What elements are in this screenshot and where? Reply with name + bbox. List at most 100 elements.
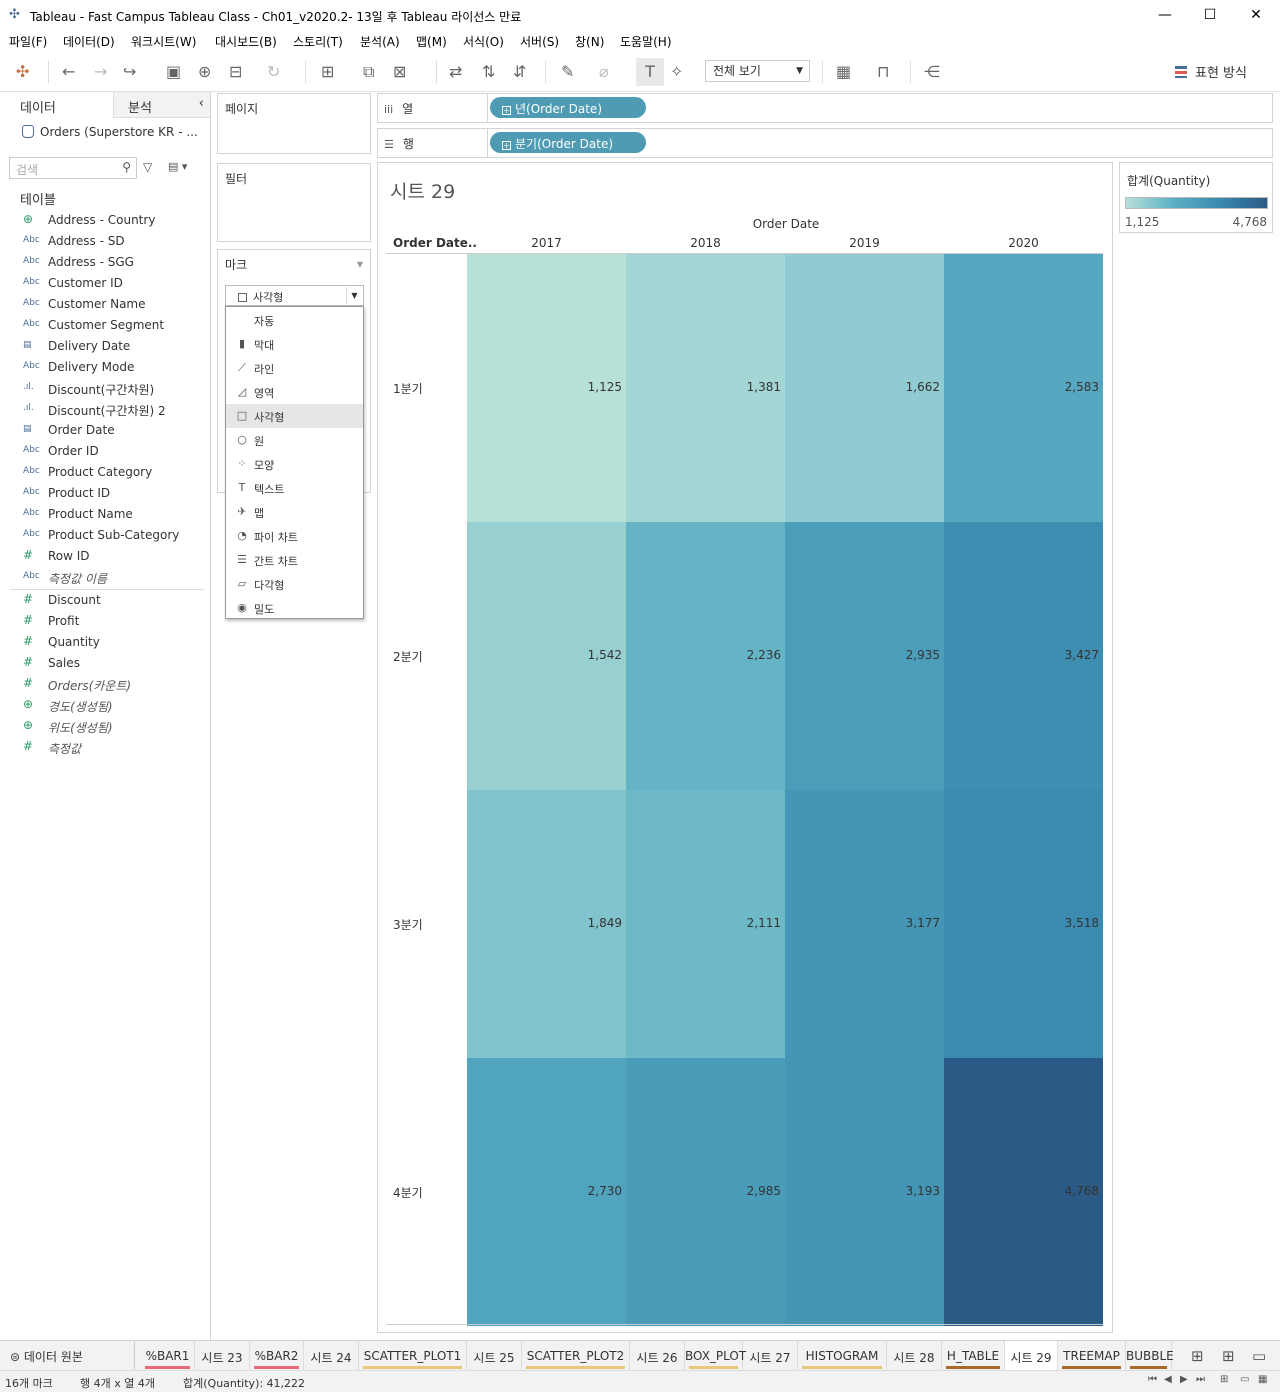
field-item[interactable]: ▤ Order Date [0,420,210,441]
sheet-tab[interactable]: 시트 23 [195,1341,250,1371]
close-button[interactable]: ✕ [1250,7,1262,23]
mark-menu-item[interactable]: ◔ 파이 차트 [226,524,363,548]
menu-file[interactable]: 파일(F) [9,35,48,49]
next-sheet-icon[interactable]: ▶ [1180,1374,1188,1385]
menu-analysis[interactable]: 분석(A) [360,35,400,49]
menu-window[interactable]: 창(N) [575,35,605,49]
highlight-icon[interactable]: ✎ [561,62,575,81]
columns-pill[interactable]: + 년(Order Date) [490,97,646,118]
field-item[interactable]: # Sales [0,653,210,674]
sheet-tab[interactable]: %BAR2 [250,1341,304,1371]
sheet-tab[interactable]: 시트 27 [743,1341,798,1371]
heatmap-cell[interactable]: 2,935 [785,522,944,790]
column-header-year[interactable]: 2018 [690,236,721,250]
heatmap-cell[interactable]: 2,730 [467,1058,626,1326]
heatmap-cell[interactable]: 1,381 [626,254,785,522]
row-header-quarter[interactable]: 3분기 [393,918,423,932]
heatmap-cell[interactable]: 2,236 [626,522,785,790]
new-story-tab-icon[interactable]: ▭ [1252,1347,1267,1365]
sheet-tab[interactable]: TREEMAP [1058,1341,1126,1371]
redo-icon[interactable]: → [94,62,108,81]
filters-card[interactable]: 필터 [217,163,371,242]
menu-help[interactable]: 도움말(H) [620,35,672,49]
menu-server[interactable]: 서버(S) [520,35,560,49]
sheet-tab[interactable]: HISTOGRAM [798,1341,887,1371]
new-dashboard-tab-icon[interactable]: ⊞ [1222,1347,1235,1365]
rows-shelf[interactable]: ☰ 행 + 분기(Order Date) [377,128,1273,158]
group-members-icon[interactable]: ⌀ [599,62,609,81]
filter-icon[interactable]: ▽ [143,160,153,174]
row-field-header[interactable]: Order Date.. [393,236,477,250]
field-item[interactable]: Abc Product ID [0,483,210,504]
mark-menu-item[interactable]: ⟋ 라인 [226,356,363,380]
duplicate-sheet-icon[interactable]: ⧉ [363,62,375,81]
datasource-tab[interactable]: ⊜ 데이터 원본 [0,1341,135,1371]
view-size-select[interactable]: 전체 보기 ▼ [705,60,810,82]
show-mark-labels-icon[interactable]: T [636,58,664,86]
field-item[interactable]: # Quantity [0,632,210,653]
heatmap-cell[interactable]: 3,177 [785,790,944,1058]
heatmap-cell[interactable]: 3,518 [944,790,1103,1058]
heatmap-cell[interactable]: 1,125 [467,254,626,522]
sheet-tab[interactable]: BOX_PLOT [685,1341,746,1371]
field-item[interactable]: Abc Address - SGG [0,252,210,273]
mark-menu-item[interactable]: ⁘ 모양 [226,452,363,476]
menu-data[interactable]: 데이터(D) [63,35,115,49]
sheet-tab[interactable]: BUBBLE [1126,1341,1174,1371]
show-cards-icon[interactable]: ▦ [836,62,852,81]
field-item[interactable]: Abc Delivery Mode [0,357,210,378]
pages-card[interactable]: 페이지 [217,93,371,154]
rows-pill[interactable]: + 분기(Order Date) [490,132,646,153]
mark-menu-item[interactable]: T 텍스트 [226,476,363,500]
field-item[interactable]: Abc 측정값 이름 [0,567,210,588]
menu-format[interactable]: 서식(O) [463,35,504,49]
row-header-quarter[interactable]: 1분기 [393,382,423,396]
sort-ascending-icon[interactable]: ⇅ [482,62,496,81]
tab-analysis[interactable]: 분석 ‹ [113,92,210,118]
swap-rows-columns-icon[interactable]: ⇄ [449,62,463,81]
heatmap-cell[interactable]: 2,583 [944,254,1103,522]
tableau-home-icon[interactable]: ✣ [16,62,30,81]
menu-story[interactable]: 스토리(T) [293,35,343,49]
mark-menu-item[interactable]: ✈ 맵 [226,500,363,524]
presentation-mode-icon[interactable]: ⊓ [877,62,890,81]
color-legend[interactable]: 합계(Quantity) 1,125 4,768 [1119,162,1273,233]
mark-menu-item[interactable]: ○ 원 [226,428,363,452]
field-item[interactable]: ⊕ 위도(생성됨) [0,716,210,737]
datasource-item[interactable]: Orders (Superstore KR - ... [22,125,198,139]
heatmap-cell[interactable]: 4,768 [944,1058,1103,1326]
columns-shelf[interactable]: iii 열 + 년(Order Date) [377,93,1273,123]
field-item[interactable]: # Profit [0,611,210,632]
collapse-icon[interactable]: ‹ [198,96,204,111]
sheet-tab[interactable]: 시트 24 [304,1341,359,1371]
field-item[interactable]: ⊕ Address - Country [0,210,210,231]
menu-map[interactable]: 맵(M) [416,35,447,49]
field-item[interactable]: ⊕ 경도(생성됨) [0,695,210,716]
field-item[interactable]: Abc Customer Name [0,294,210,315]
new-datasource-icon[interactable]: ⊕ [198,62,212,81]
grid-view-icon[interactable]: ▦ [1258,1374,1268,1385]
mark-menu-item[interactable]: ▮ 막대 [226,332,363,356]
field-item[interactable]: Abc Product Sub-Category [0,525,210,546]
share-icon[interactable]: ⋲ [924,62,940,81]
view-list-icon[interactable]: ▤ ▾ [168,160,188,173]
field-item[interactable]: ▤ Delivery Date [0,336,210,357]
field-search-input[interactable]: 검색 ⚲ [9,157,137,179]
sheet-tab[interactable]: %BAR1 [141,1341,195,1371]
heatmap-cell[interactable]: 1,662 [785,254,944,522]
field-item[interactable]: Abc Customer Segment [0,315,210,336]
menu-dashboard[interactable]: 대시보드(B) [215,35,277,49]
heatmap-cell[interactable]: 2,985 [626,1058,785,1326]
first-sheet-icon[interactable]: ⏮ [1148,1374,1157,1385]
sheet-tab[interactable]: SCATTER_PLOT2 [522,1341,630,1371]
sheet-tab[interactable]: 시트 28 [887,1341,942,1371]
expand-plus-icon[interactable]: + [502,141,511,150]
sheet-tab[interactable]: H_TABLE [942,1341,1005,1371]
fix-axes-icon[interactable]: ✧ [670,62,684,81]
tab-view-icon[interactable]: ▭ [1240,1374,1250,1385]
field-item[interactable]: .ıl. Discount(구간차원) 2 [0,399,210,420]
refresh-icon[interactable]: ↻ [267,62,281,81]
expand-plus-icon[interactable]: + [502,106,511,115]
menu-worksheet[interactable]: 워크시트(W) [131,35,197,49]
mark-type-select[interactable]: 사각형 ▼ [225,285,364,306]
